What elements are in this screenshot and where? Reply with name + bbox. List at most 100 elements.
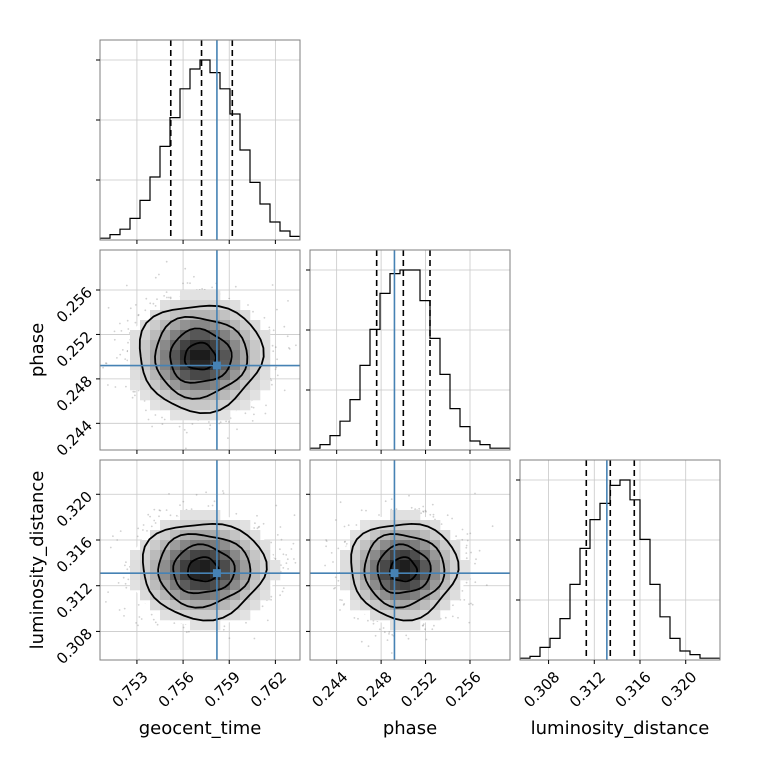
- density-cell: [230, 320, 241, 331]
- scatter-point: [102, 366, 104, 369]
- density-cell: [400, 510, 411, 521]
- contour-level-2: [363, 533, 446, 609]
- scatter-point: [107, 306, 110, 309]
- panel-content: [310, 460, 510, 660]
- scatter-point: [265, 404, 267, 407]
- density-cell: [450, 570, 461, 581]
- x-tick-label-geocent_time-2: 0.759: [201, 668, 244, 711]
- scatter-point: [264, 412, 267, 415]
- density-cell: [460, 560, 471, 571]
- scatter-point: [365, 509, 367, 512]
- scatter-point: [254, 522, 256, 525]
- scatter-point: [408, 494, 410, 497]
- scatter-point: [208, 421, 210, 423]
- scatter-point: [410, 506, 413, 509]
- scatter-point: [261, 605, 264, 608]
- scatter-point: [346, 543, 348, 545]
- scatter-point: [431, 628, 434, 631]
- scatter-point: [283, 389, 286, 392]
- scatter-point: [293, 558, 295, 560]
- scatter-point: [382, 627, 385, 629]
- density-cell: [150, 330, 161, 341]
- density-cell: [160, 580, 171, 591]
- density-cell: [160, 330, 171, 341]
- scatter-point: [353, 617, 356, 619]
- density-cell: [240, 390, 251, 401]
- density-cell: [200, 380, 211, 391]
- histogram-step-line: [310, 269, 510, 450]
- density-cell: [430, 540, 441, 551]
- density-cell: [250, 560, 261, 571]
- density-cell: [350, 570, 361, 581]
- density-cell: [360, 590, 371, 601]
- scatter-point: [168, 493, 170, 495]
- density-cell: [400, 580, 411, 591]
- scatter-point: [325, 545, 327, 548]
- scatter-point: [137, 314, 140, 317]
- scatter-point: [119, 353, 122, 356]
- scatter-point: [127, 341, 129, 344]
- scatter-point: [334, 586, 336, 589]
- density-cell: [210, 540, 221, 551]
- density-cell: [440, 570, 451, 581]
- density-cell: [350, 540, 361, 551]
- density-cell: [130, 370, 141, 381]
- density-cell: [420, 560, 431, 571]
- density-cell: [150, 580, 161, 591]
- density-cell: [200, 340, 211, 351]
- scatter-point: [245, 621, 247, 624]
- scatter-point: [275, 366, 278, 369]
- density-cell: [140, 340, 151, 351]
- density-cell: [130, 340, 141, 351]
- density-cell: [140, 560, 151, 571]
- scatter-point: [178, 425, 181, 428]
- density-cell: [130, 330, 141, 341]
- scatter-point: [134, 321, 137, 324]
- scatter-point: [355, 524, 358, 526]
- scatter-point: [334, 519, 337, 521]
- scatter-point: [378, 514, 380, 516]
- scatter-point: [165, 509, 168, 511]
- density-cell: [190, 370, 201, 381]
- scatter-point: [150, 613, 153, 616]
- density-cell: [150, 370, 161, 381]
- scatter-point: [343, 541, 346, 543]
- y-tick-label-luminosity_distance-0: 0.308: [53, 625, 96, 668]
- panel-frame: [309, 249, 511, 451]
- scatter-point: [118, 609, 121, 611]
- density-cell: [440, 590, 451, 601]
- scatter-point: [137, 313, 140, 316]
- density-cell: [430, 580, 441, 591]
- scatter-point: [132, 390, 135, 393]
- density-cell: [220, 580, 231, 591]
- density-cell: [410, 550, 421, 561]
- scatter-point: [190, 508, 193, 510]
- density-cell: [150, 400, 161, 411]
- density-cell: [430, 590, 441, 601]
- density-cell: [260, 380, 271, 391]
- density-cell: [370, 560, 381, 571]
- scatter-point: [193, 275, 195, 278]
- x-tick-label-luminosity_distance-0: 0.308: [520, 668, 563, 711]
- scatter-point: [422, 510, 424, 513]
- density-panel-geocent_time-vs-luminosity_distance: [96, 459, 301, 664]
- scatter-point: [181, 243, 183, 245]
- scatter-point: [283, 325, 286, 328]
- density-cell: [420, 530, 431, 541]
- density-cell: [450, 590, 461, 601]
- scatter-point: [143, 400, 146, 402]
- density-cell: [190, 390, 201, 401]
- scatter-point: [257, 526, 260, 529]
- density-cell: [140, 380, 151, 391]
- scatter-point: [422, 624, 425, 627]
- scatter-point: [134, 390, 136, 393]
- density-cell: [130, 350, 141, 361]
- scatter-point: [266, 619, 269, 622]
- density-cell: [360, 540, 371, 551]
- scatter-point: [163, 418, 166, 421]
- density-cell: [250, 390, 261, 401]
- density-cell: [130, 380, 141, 391]
- density-cell: [450, 540, 461, 551]
- scatter-point: [339, 609, 341, 611]
- scatter-point: [158, 515, 160, 518]
